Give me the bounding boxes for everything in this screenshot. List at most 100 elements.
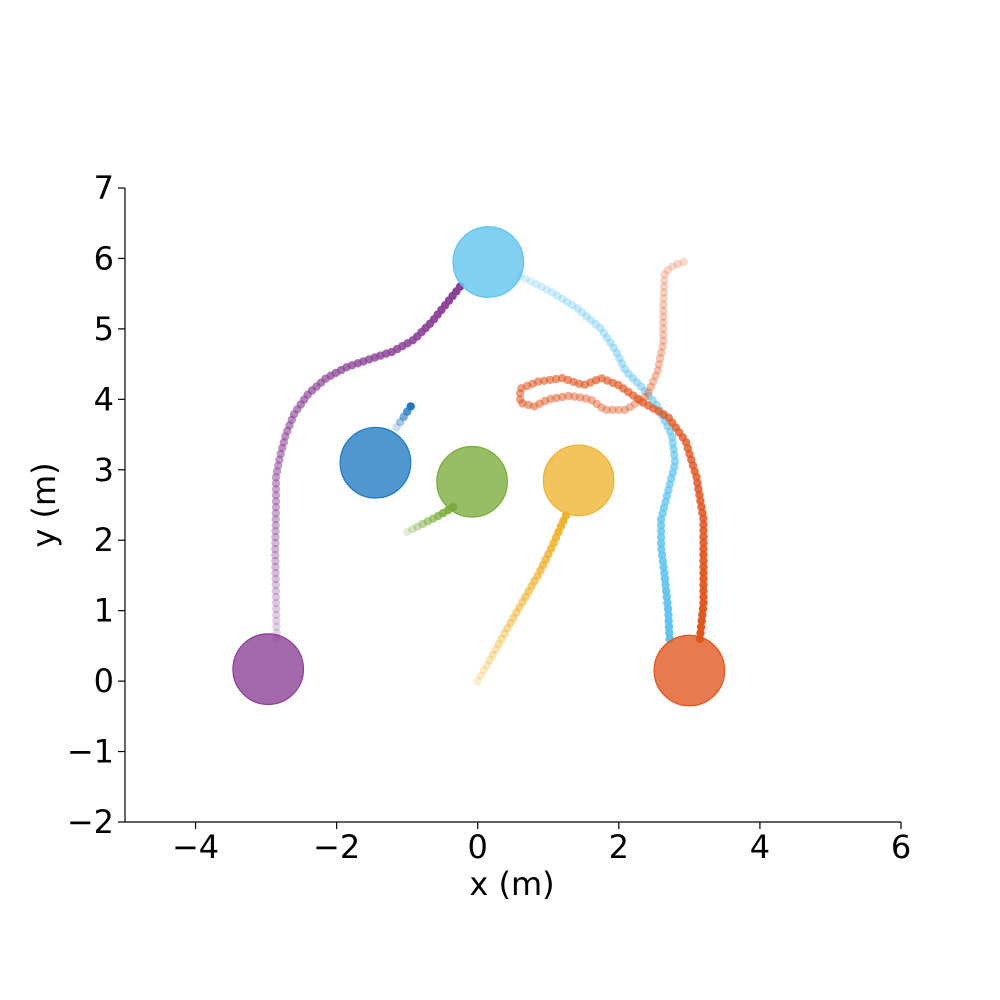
trajectory-point [406, 402, 415, 411]
trajectory-point [659, 282, 669, 291]
x-tick-label: −4 [172, 828, 219, 866]
trajectory-point [582, 312, 591, 321]
trajectory-point [271, 527, 280, 536]
y-ticks: −2 −1 0 1 2 3 4 5 6 7 [67, 169, 125, 841]
trajectory-point [271, 544, 280, 554]
trajectory-point [271, 503, 281, 512]
trajectory-point [497, 634, 506, 644]
trajectory-point [663, 604, 673, 614]
trajectory-point [271, 479, 281, 488]
agent-5 [653, 634, 726, 707]
trajectory-point [673, 259, 683, 269]
y-tick-label: 4 [94, 380, 114, 418]
trajectory-point [573, 304, 582, 313]
trajectory-point [656, 521, 666, 530]
trajectory-point [271, 515, 280, 524]
trajectory-point [699, 550, 708, 559]
trajectory-point [699, 514, 708, 523]
trajectory-point [403, 527, 412, 536]
axes [124, 188, 901, 823]
trajectory-point [582, 394, 591, 403]
trajectory-point [515, 395, 525, 404]
trajectory-point [563, 297, 572, 307]
trajectory-point [659, 300, 668, 309]
trajectory-1 [392, 402, 415, 432]
trajectory-point [392, 423, 401, 432]
trajectory-5 [515, 257, 708, 643]
trajectory-0 [271, 282, 465, 643]
trajectory-point [494, 640, 503, 649]
trajectory-point [576, 393, 585, 402]
trajectory-point [679, 257, 688, 267]
trajectory-point [482, 661, 491, 670]
trajectory-point [699, 574, 708, 583]
trajectory-point [532, 279, 541, 289]
trajectory-point [570, 392, 579, 401]
trajectory-point [587, 396, 596, 405]
trajectory-point [659, 288, 669, 297]
trajectory-point [577, 308, 587, 317]
trajectory-point [644, 388, 653, 397]
trajectory-point [599, 328, 608, 337]
trajectory-point [656, 527, 666, 536]
trajectory-point [272, 622, 281, 632]
trajectory-point [271, 598, 281, 608]
trajectory-point [537, 282, 546, 291]
trajectory-point [542, 285, 552, 294]
trajectory-point [526, 277, 535, 286]
trajectory-point [699, 532, 708, 541]
y-tick-label: 7 [94, 169, 114, 207]
agents-layer [232, 226, 726, 707]
trajectory-point [699, 568, 708, 577]
trajectory-point [649, 377, 658, 386]
x-tick-label: 6 [891, 828, 911, 866]
trajectory-point [699, 580, 708, 589]
trajectory-point [271, 592, 281, 602]
trajectory-point [663, 265, 672, 275]
trajectory-point [271, 586, 281, 596]
trajectory-point [658, 342, 667, 351]
trajectory-point [271, 538, 280, 548]
trajectory-point [617, 359, 627, 368]
x-tick-label: 4 [750, 828, 770, 866]
trajectory-point [271, 580, 280, 590]
trajectory-point [664, 610, 673, 620]
trajectory-point [271, 491, 281, 500]
y-tick-label: 3 [94, 451, 114, 489]
trajectory-point [699, 562, 708, 571]
y-tick-label: −2 [67, 803, 114, 841]
trajectory-point [668, 262, 677, 271]
y-tick-label: 6 [94, 239, 114, 277]
trajectory-point [491, 645, 500, 654]
trajectory-point [656, 533, 666, 542]
trajectory-point [656, 539, 666, 548]
trajectory-point [659, 330, 668, 339]
trajectory-point [659, 306, 668, 315]
trajectory-point [608, 405, 617, 415]
trajectory-point [609, 343, 618, 352]
trajectory-point [664, 622, 674, 632]
trajectory-point [655, 354, 665, 363]
trajectory-point [408, 525, 417, 534]
x-tick-label: −2 [313, 828, 360, 866]
agent-3 [542, 444, 615, 517]
trajectory-point [485, 655, 494, 665]
trajectory-point [606, 338, 615, 347]
trajectory-point [699, 544, 708, 553]
trajectory-point [568, 301, 577, 310]
trajectory-point [612, 348, 621, 358]
trajectory-point [660, 270, 669, 279]
agent-4 [452, 226, 525, 298]
y-tick-label: −1 [67, 733, 114, 771]
trajectory-point [552, 291, 562, 300]
trajectory-point [699, 556, 708, 565]
trajectory-point [272, 604, 281, 614]
trajectory-point [614, 405, 623, 415]
trajectory-point [657, 348, 666, 357]
trajectory-point [271, 550, 280, 560]
trajectory-point [272, 610, 281, 620]
trajectory-point [271, 485, 281, 494]
trajectory-point [659, 294, 668, 303]
trajectory-point [500, 629, 509, 638]
trajectory-point [488, 650, 497, 659]
